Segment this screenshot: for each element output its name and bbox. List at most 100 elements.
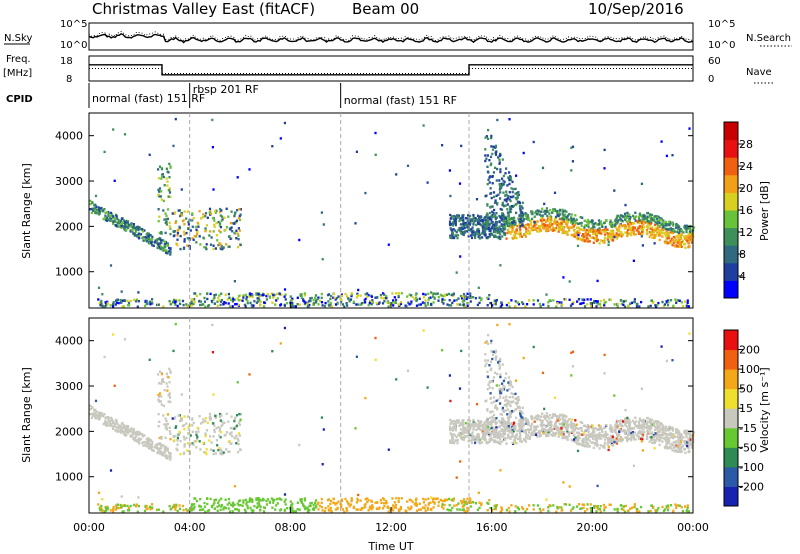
power-cell bbox=[447, 292, 450, 296]
power-cell bbox=[587, 233, 590, 236]
velocity-cell bbox=[455, 503, 458, 507]
colorbar-tick-label: 16 bbox=[739, 204, 753, 217]
velocity-cell bbox=[244, 510, 247, 513]
power-cell bbox=[213, 296, 216, 299]
velocity-cell bbox=[557, 429, 560, 433]
power-cell bbox=[509, 175, 512, 178]
velocity-cell bbox=[329, 502, 332, 506]
power-cell bbox=[245, 298, 248, 301]
power-cell bbox=[233, 212, 236, 216]
velocity-cell bbox=[660, 436, 664, 440]
power-cell bbox=[145, 299, 148, 303]
power-cell bbox=[357, 288, 360, 292]
velocity-cell bbox=[135, 431, 138, 434]
power-cell bbox=[553, 208, 556, 211]
power-cell bbox=[611, 221, 614, 224]
velocity-cell bbox=[191, 442, 194, 445]
power-cell bbox=[579, 228, 582, 231]
velocity-cell bbox=[524, 440, 527, 443]
velocity-cell bbox=[596, 433, 599, 436]
power-cell bbox=[681, 240, 684, 243]
power-cell bbox=[229, 228, 232, 231]
power-cell bbox=[545, 210, 548, 213]
power-cell bbox=[190, 304, 193, 307]
power-cell bbox=[520, 205, 523, 208]
power-cell bbox=[368, 302, 371, 305]
velocity-cell bbox=[175, 425, 178, 428]
power-cell bbox=[132, 226, 135, 229]
velocity-cell bbox=[114, 508, 117, 511]
power-cell bbox=[432, 295, 435, 298]
power-cell bbox=[343, 305, 346, 308]
power-cell bbox=[557, 211, 560, 214]
power-cell bbox=[490, 216, 494, 219]
power-cell bbox=[462, 219, 465, 222]
power-cell bbox=[541, 215, 544, 219]
velocity-cell bbox=[370, 500, 373, 503]
power-cell bbox=[160, 174, 164, 178]
power-cell bbox=[227, 215, 230, 218]
power-cell bbox=[507, 220, 510, 223]
power-cell bbox=[560, 226, 563, 229]
power-cell bbox=[223, 301, 226, 304]
velocity-cell bbox=[594, 443, 597, 446]
power-cell bbox=[454, 219, 457, 222]
power-cell bbox=[542, 303, 545, 306]
velocity-cell bbox=[151, 440, 154, 444]
power-cell bbox=[164, 212, 167, 215]
power-cell bbox=[689, 234, 692, 238]
velocity-cell bbox=[397, 497, 400, 500]
power-cell bbox=[534, 210, 538, 213]
power-cell bbox=[487, 178, 490, 181]
power-cell bbox=[407, 301, 410, 304]
nave-series bbox=[89, 68, 693, 74]
velocity-cell bbox=[496, 440, 499, 444]
power-cell bbox=[626, 234, 629, 238]
velocity-cell bbox=[675, 428, 678, 432]
power-cell bbox=[489, 175, 492, 178]
velocity-cell bbox=[99, 509, 102, 512]
velocity-cell bbox=[164, 451, 167, 454]
velocity-cell bbox=[585, 425, 588, 429]
power-cell bbox=[408, 303, 411, 306]
cpid-segment-label: normal (fast) 151 RF bbox=[92, 92, 205, 105]
power-cell bbox=[182, 303, 185, 307]
power-cell bbox=[488, 159, 491, 162]
velocity-cell bbox=[659, 423, 662, 427]
power-cell bbox=[472, 223, 475, 226]
power-cell bbox=[525, 230, 528, 234]
power-cell bbox=[574, 231, 577, 234]
power-cell bbox=[539, 305, 542, 308]
velocity-cell bbox=[125, 429, 129, 433]
power-cell bbox=[583, 226, 586, 229]
velocity-cell bbox=[576, 505, 579, 508]
power-cell bbox=[480, 298, 483, 302]
velocity-cell bbox=[179, 439, 182, 443]
velocity-cell bbox=[378, 506, 381, 509]
power-cell bbox=[176, 234, 179, 237]
velocity-cell bbox=[258, 504, 261, 507]
power-cell bbox=[196, 221, 199, 225]
power-cell bbox=[640, 214, 643, 217]
power-cell bbox=[459, 255, 462, 258]
power-cell bbox=[499, 207, 502, 211]
power-cell bbox=[441, 298, 444, 301]
velocity-cell bbox=[387, 510, 390, 513]
power-cell bbox=[660, 140, 663, 143]
velocity-cell bbox=[383, 505, 386, 508]
power-cell bbox=[643, 215, 646, 218]
power-cell bbox=[685, 304, 688, 308]
power-cell bbox=[500, 214, 504, 218]
velocity-cell bbox=[109, 509, 112, 512]
power-cell bbox=[611, 230, 614, 234]
power-cell bbox=[643, 226, 646, 229]
power-cell bbox=[461, 215, 464, 219]
power-cell bbox=[574, 214, 577, 217]
power-cell bbox=[161, 173, 164, 176]
power-cell bbox=[253, 300, 256, 303]
velocity-cell bbox=[583, 503, 586, 506]
power-cell bbox=[491, 152, 494, 156]
velocity-cell bbox=[148, 442, 151, 446]
power-cell bbox=[485, 135, 488, 138]
velocity-cell bbox=[603, 426, 606, 429]
